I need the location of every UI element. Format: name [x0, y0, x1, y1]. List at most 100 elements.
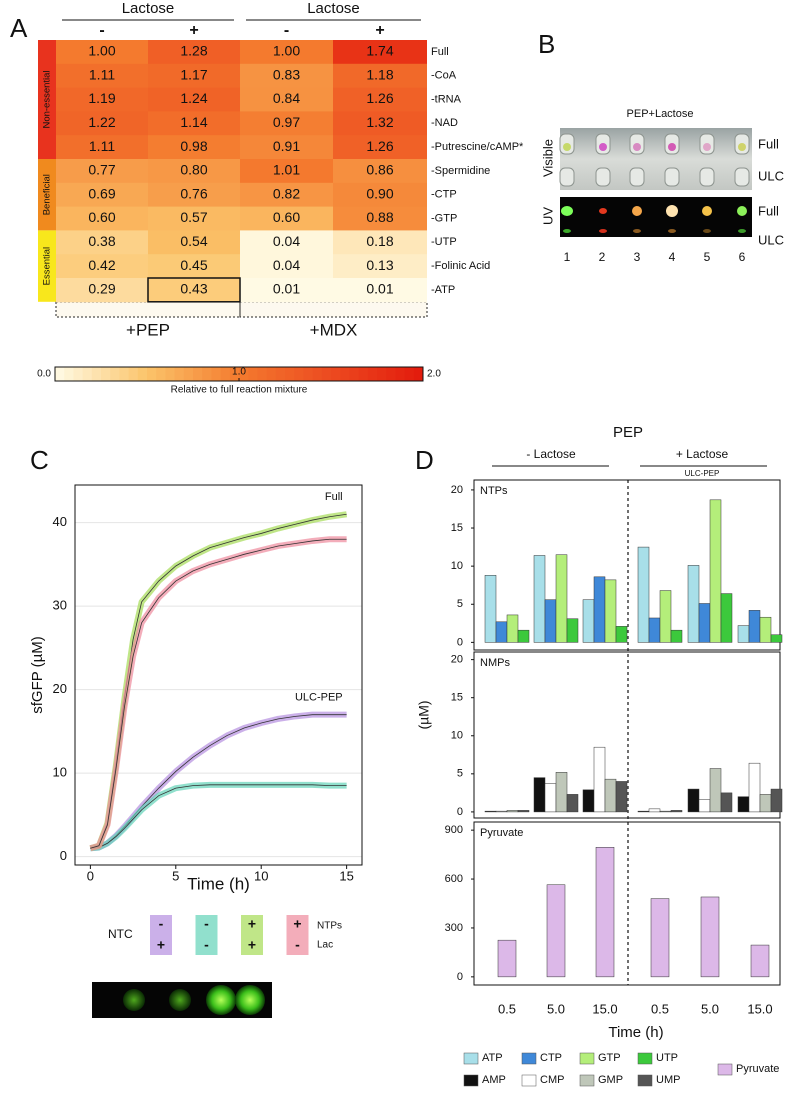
colorbar-step [165, 367, 176, 381]
cell-label: 0.04 [273, 233, 300, 249]
y-tick-label: 20 [53, 681, 67, 696]
series-annotation: Full [325, 491, 343, 503]
bar [737, 796, 750, 813]
cell-label: 0.80 [180, 162, 207, 178]
y-tick-label: 10 [451, 560, 463, 572]
heat-cell [148, 63, 240, 89]
colorbar-step [303, 367, 314, 381]
colorbar-step [73, 367, 84, 381]
bar [637, 810, 650, 813]
series-line [90, 784, 347, 849]
heat-cell [148, 159, 240, 184]
panel-label: C [30, 445, 49, 475]
bar [604, 778, 617, 813]
column-group-label: Lactose [122, 0, 175, 17]
cell-label: 1.00 [273, 43, 300, 59]
cell-label: 0.90 [366, 185, 393, 201]
tube-colors [563, 143, 746, 151]
heat-cell [148, 206, 240, 231]
cell-label: 0.98 [180, 138, 207, 154]
y-tick-label: 900 [445, 824, 463, 836]
bar [650, 898, 670, 978]
heat-cell [56, 254, 148, 279]
cell-label: 0.45 [180, 257, 207, 273]
heat-cell [333, 63, 427, 89]
colorbar-step [229, 367, 240, 381]
heat-cell [56, 230, 148, 255]
legend-sign: - [204, 937, 209, 953]
row-label: -Folinic Acid [431, 260, 490, 272]
legend-swatch [521, 1074, 537, 1087]
cell-label: 0.76 [180, 185, 207, 201]
colorbar-step [321, 367, 332, 381]
colorbar-step [156, 367, 166, 381]
heat-cell [333, 111, 427, 136]
x-tick-label: 5.0 [701, 1001, 719, 1016]
y-tick-label: 30 [53, 598, 67, 613]
bar [648, 617, 661, 643]
x-tick-label: 0.5 [498, 1001, 516, 1016]
legend-swatch [521, 1052, 537, 1065]
tube-label: ULC [758, 232, 784, 247]
legend-sign: - [204, 916, 209, 932]
y-tick-label: 20 [451, 484, 463, 496]
bar [544, 783, 557, 813]
y-tick-label: 10 [451, 730, 463, 742]
bar [555, 554, 568, 643]
lane-label: 4 [669, 250, 676, 264]
legend-swatch [637, 1074, 653, 1087]
bar [720, 792, 733, 813]
legend-sign: - [295, 937, 300, 953]
panel-title: PEP [613, 424, 643, 441]
bar [698, 799, 711, 813]
lane-label: 5 [704, 250, 711, 264]
colorbar-step [174, 367, 185, 381]
colorbar-step [147, 367, 157, 381]
bar [687, 565, 700, 643]
legend-swatch [579, 1074, 595, 1087]
tube-label: Full [758, 136, 779, 151]
y-tick-label: 0 [60, 848, 67, 863]
cell-label: 1.11 [89, 138, 115, 154]
bar [737, 625, 750, 643]
heat-cell [240, 278, 333, 303]
colorbar-step [395, 367, 406, 381]
bar [546, 884, 566, 978]
row-label: -GTP [431, 212, 457, 224]
bar [582, 599, 595, 643]
cell-label: 1.26 [366, 138, 393, 154]
legend-label: CMP [540, 1074, 564, 1086]
tube-label: Full [758, 203, 779, 218]
x-tick-label: 5 [172, 868, 179, 883]
cell-label: 0.54 [180, 233, 207, 249]
series-line [90, 538, 347, 849]
cell-label: 0.91 [273, 138, 300, 154]
heat-cell [333, 278, 427, 303]
bar [615, 781, 628, 813]
legend-swatch [579, 1052, 595, 1065]
highlight-box [147, 277, 241, 303]
colorbar-step [211, 367, 222, 381]
bar [659, 810, 672, 813]
y-tick-label: 15 [451, 692, 463, 704]
y-tick-label: 0 [457, 806, 463, 818]
bar [709, 768, 722, 813]
cell-label: 1.19 [88, 90, 115, 106]
heat-cell [240, 40, 333, 65]
heat-cell [148, 111, 240, 136]
bar [698, 603, 711, 643]
heat-cell [56, 63, 148, 89]
heat-cell [56, 40, 148, 65]
colorbar-step [183, 367, 194, 381]
colorbar-step [248, 367, 258, 381]
colorbar-step [275, 367, 286, 381]
legend-label: GTP [598, 1052, 621, 1064]
bar [593, 576, 606, 643]
y-tick-label: 15 [451, 522, 463, 534]
cell-label: 0.04 [273, 257, 300, 273]
heat-cell [148, 254, 240, 279]
y-axis-label: sfGFP (µM) [29, 636, 46, 714]
plot-frame [74, 484, 363, 866]
x-tick-label: 10 [254, 868, 268, 883]
cell-label: 0.57 [180, 209, 207, 225]
